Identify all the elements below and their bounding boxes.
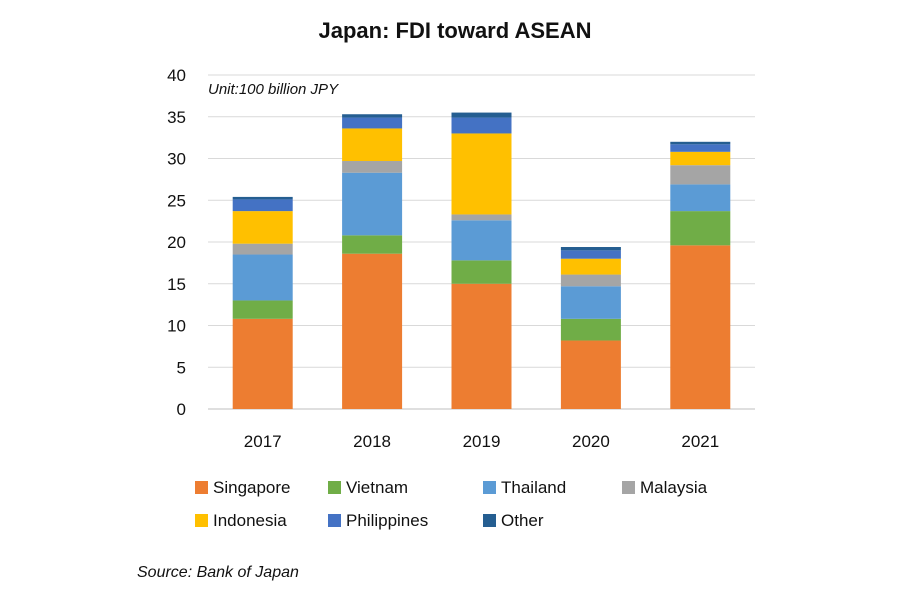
- y-tick-label: 10: [167, 317, 186, 336]
- bar-thailand-2020: [560, 286, 621, 319]
- legend-swatch-malaysia: [622, 481, 635, 494]
- legend-label-singapore: Singapore: [213, 478, 291, 497]
- legend-swatch-indonesia: [195, 514, 208, 527]
- legend-swatch-philippines: [328, 514, 341, 527]
- x-tick-label: 2021: [681, 432, 719, 451]
- bar-indonesia-2020: [560, 258, 621, 275]
- bar-thailand-2018: [342, 172, 403, 236]
- bar-malaysia-2017: [232, 243, 293, 255]
- bar-other-2017: [232, 196, 293, 200]
- x-tick-label: 2020: [572, 432, 610, 451]
- bar-vietnam-2020: [560, 318, 621, 341]
- y-tick-label: 20: [167, 233, 186, 252]
- bar-singapore-2017: [232, 318, 293, 409]
- x-tick-label: 2017: [244, 432, 282, 451]
- legend-label-indonesia: Indonesia: [213, 511, 287, 530]
- bar-singapore-2020: [560, 340, 621, 409]
- bar-vietnam-2017: [232, 300, 293, 319]
- bar-singapore-2019: [451, 283, 512, 409]
- bar-philippines-2018: [342, 117, 403, 129]
- bar-indonesia-2018: [342, 128, 403, 162]
- bar-indonesia-2021: [670, 151, 731, 166]
- y-tick-label: 35: [167, 108, 186, 127]
- legend-label-vietnam: Vietnam: [346, 478, 408, 497]
- bar-philippines-2021: [670, 144, 731, 152]
- bar-indonesia-2019: [451, 133, 512, 215]
- bar-malaysia-2018: [342, 161, 403, 173]
- legend: Singapore Vietnam Thailand Malaysia Indonesi…: [195, 478, 708, 530]
- y-tick-label: 25: [167, 191, 186, 210]
- x-axis-ticks: 2017 2018 2019 2020 2021: [244, 432, 719, 451]
- bar-philippines-2017: [232, 199, 293, 212]
- bar-other-2018: [342, 114, 403, 118]
- legend-label-malaysia: Malaysia: [640, 478, 708, 497]
- bar-vietnam-2019: [451, 260, 512, 284]
- y-axis-ticks: 0 5 10 15 20 25 30 35 40: [167, 66, 186, 419]
- bar-other-2021: [670, 141, 731, 145]
- legend-label-philippines: Philippines: [346, 511, 428, 530]
- bar-malaysia-2019: [451, 214, 512, 221]
- y-tick-label: 0: [177, 400, 186, 419]
- bar-vietnam-2021: [670, 211, 731, 246]
- x-tick-label: 2019: [463, 432, 501, 451]
- y-tick-label: 30: [167, 150, 186, 169]
- legend-swatch-thailand: [483, 481, 496, 494]
- bar-thailand-2019: [451, 220, 512, 261]
- legend-label-other: Other: [501, 511, 544, 530]
- source-note: Source: Bank of Japan: [137, 564, 299, 581]
- bars: [232, 112, 731, 409]
- legend-swatch-vietnam: [328, 481, 341, 494]
- x-tick-label: 2018: [353, 432, 391, 451]
- chart-title: Japan: FDI toward ASEAN: [319, 18, 592, 43]
- legend-label-thailand: Thailand: [501, 478, 566, 497]
- unit-label: Unit:100 billion JPY: [208, 81, 339, 98]
- bar-other-2019: [451, 112, 512, 118]
- bar-thailand-2017: [232, 254, 293, 301]
- bar-philippines-2019: [451, 117, 512, 134]
- bar-singapore-2018: [342, 253, 403, 409]
- bar-malaysia-2020: [560, 274, 621, 287]
- bar-other-2020: [560, 247, 621, 251]
- legend-swatch-other: [483, 514, 496, 527]
- y-tick-label: 15: [167, 275, 186, 294]
- y-tick-label: 5: [177, 358, 186, 377]
- bar-indonesia-2017: [232, 211, 293, 244]
- bar-singapore-2021: [670, 245, 731, 409]
- y-tick-label: 40: [167, 66, 186, 85]
- bar-malaysia-2021: [670, 165, 731, 185]
- legend-swatch-singapore: [195, 481, 208, 494]
- bar-philippines-2020: [560, 250, 621, 259]
- bar-thailand-2021: [670, 184, 731, 212]
- bar-vietnam-2018: [342, 235, 403, 254]
